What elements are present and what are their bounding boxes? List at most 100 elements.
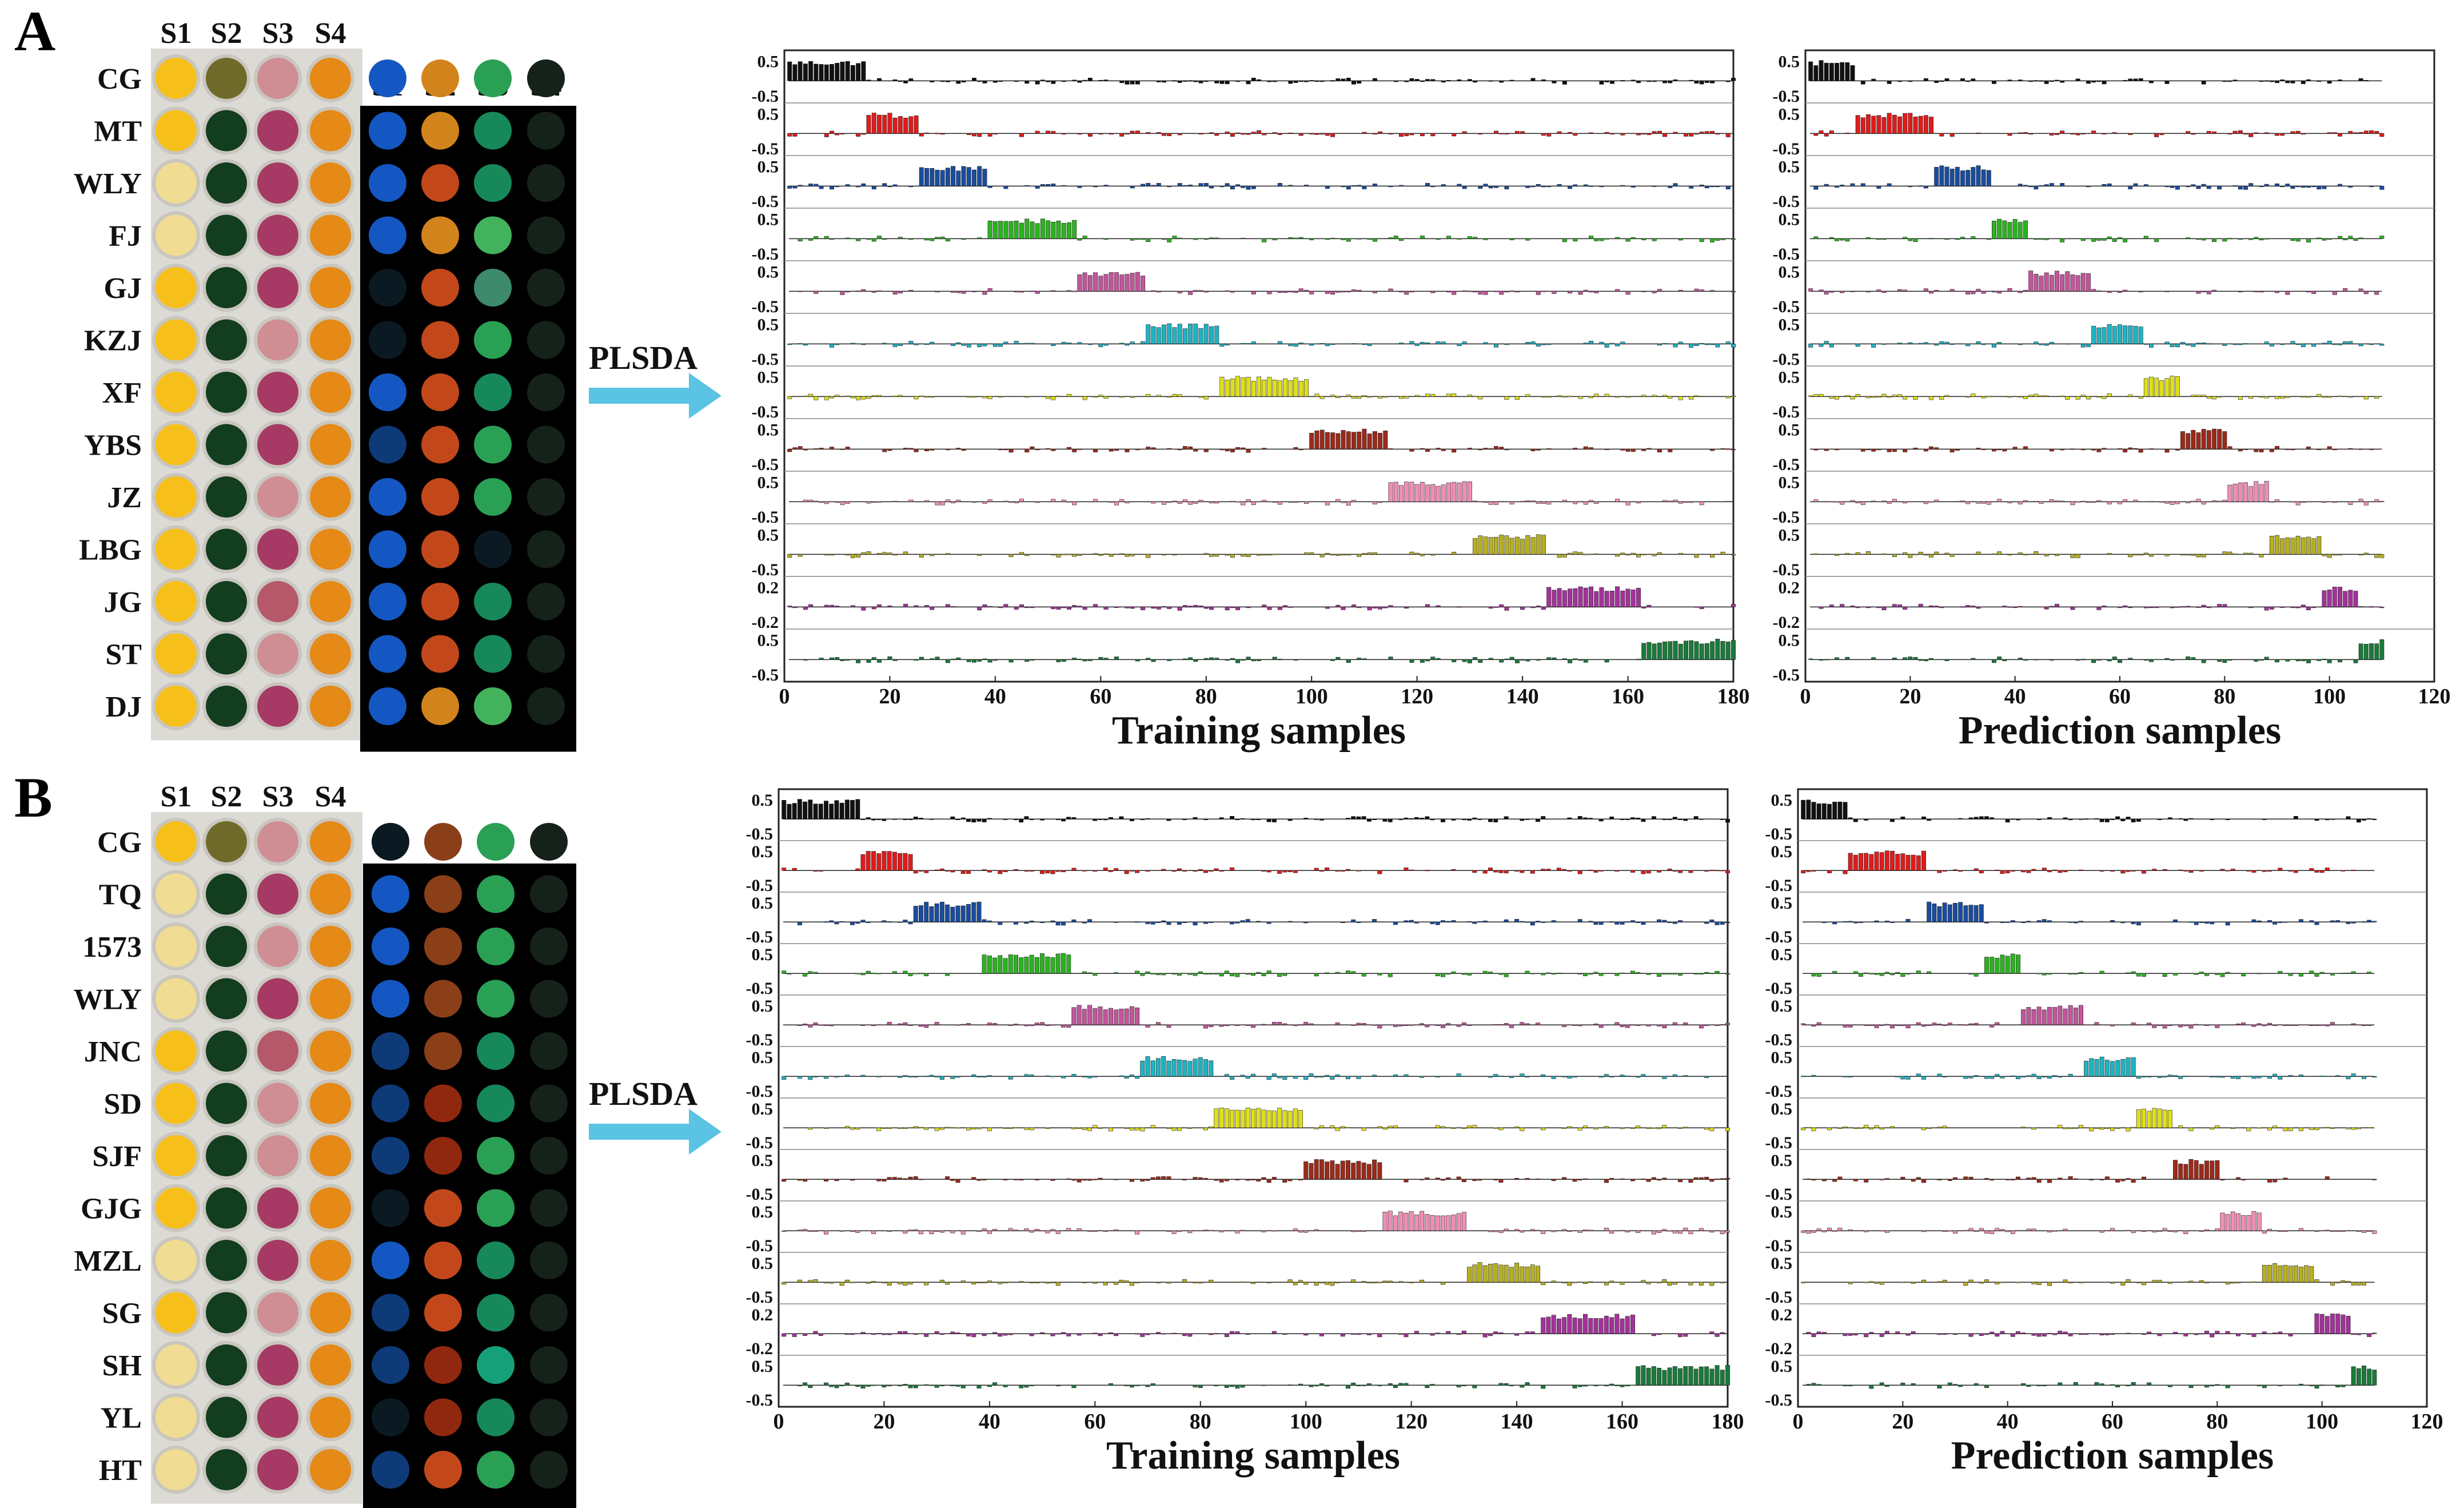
bar	[1061, 1332, 1066, 1334]
bar	[1710, 186, 1715, 188]
y-tick-label: 0.5	[757, 473, 779, 492]
bar	[956, 81, 961, 84]
bar	[987, 288, 992, 292]
bar	[2034, 80, 2039, 82]
bar	[1357, 396, 1362, 399]
bar	[2175, 186, 2180, 190]
bar	[1890, 850, 1895, 871]
bar	[971, 1282, 976, 1284]
bar	[1388, 973, 1393, 977]
bar	[1504, 658, 1509, 660]
y-tick-label: -0.5	[752, 666, 779, 685]
bar	[1457, 482, 1462, 502]
bar	[1462, 290, 1467, 292]
bar	[2314, 973, 2319, 977]
bar	[1019, 1384, 1024, 1388]
bar	[1929, 554, 1933, 558]
bar	[1314, 868, 1319, 871]
bar	[1346, 502, 1351, 506]
bar	[1498, 1024, 1504, 1026]
bar	[2314, 921, 2319, 925]
bar	[1731, 554, 1736, 556]
bar	[1514, 1229, 1520, 1231]
bar	[1995, 1282, 2000, 1284]
bar	[1636, 1230, 1641, 1233]
bar	[1140, 1061, 1145, 1077]
bar	[1346, 1076, 1350, 1080]
bar	[1319, 818, 1324, 821]
bar	[1456, 1176, 1461, 1180]
bar	[2206, 607, 2211, 608]
bar	[871, 502, 876, 503]
bar	[2243, 448, 2248, 450]
bar	[2327, 590, 2332, 607]
bar	[1589, 291, 1593, 293]
bar	[2070, 554, 2075, 558]
bar	[951, 658, 956, 660]
bar	[1562, 1317, 1567, 1334]
bar	[1488, 186, 1493, 189]
bar	[1482, 920, 1488, 922]
bar	[1177, 291, 1182, 293]
bar	[2031, 1073, 2036, 1077]
bar	[1483, 238, 1488, 240]
bar	[830, 554, 834, 556]
bar	[1589, 396, 1593, 399]
fluorescence-spot	[530, 1242, 568, 1279]
bar	[850, 921, 855, 925]
bar	[850, 605, 855, 607]
bar	[2128, 447, 2133, 449]
fluorescence-spot	[527, 216, 565, 254]
bar	[2049, 499, 2054, 502]
bar	[860, 1075, 866, 1077]
bar	[1288, 380, 1293, 397]
bar	[1040, 79, 1045, 81]
bar	[2201, 604, 2206, 607]
bar	[987, 1022, 992, 1025]
bar	[1850, 606, 1855, 607]
bar	[1462, 481, 1467, 502]
bar	[2060, 274, 2065, 292]
bar	[1246, 554, 1251, 558]
bar	[1404, 396, 1409, 399]
bar	[2295, 238, 2300, 242]
bar	[1367, 396, 1372, 398]
bar	[2073, 1178, 2078, 1180]
bar	[1019, 552, 1024, 555]
bar	[2147, 1076, 2152, 1077]
bar	[1235, 659, 1241, 663]
bar	[835, 502, 840, 503]
bar	[2188, 1280, 2194, 1283]
bar	[2210, 1384, 2215, 1387]
bar	[955, 1076, 960, 1078]
bar	[1177, 81, 1182, 83]
bar	[887, 656, 892, 660]
bar	[1293, 81, 1298, 83]
bar	[2042, 1384, 2047, 1386]
bar	[1156, 1332, 1161, 1334]
bar	[2256, 1023, 2262, 1025]
bar	[1198, 1384, 1203, 1388]
bar	[1029, 870, 1034, 872]
bar	[2222, 81, 2227, 82]
bar	[2115, 1384, 2120, 1387]
bar	[1456, 1333, 1461, 1335]
bar	[1330, 432, 1335, 449]
bar	[1509, 502, 1514, 504]
bar	[876, 973, 882, 974]
bar	[2256, 1384, 2262, 1386]
bar	[2293, 870, 2298, 873]
bar	[1325, 133, 1330, 136]
bar	[1699, 289, 1704, 292]
bar	[2225, 1282, 2230, 1284]
bar	[1869, 1127, 1874, 1130]
bar	[1351, 1163, 1356, 1180]
bar	[2133, 183, 2138, 186]
bar	[2351, 1023, 2356, 1025]
bar	[839, 802, 844, 819]
bar	[1167, 396, 1172, 398]
sample-well	[257, 476, 298, 518]
bar	[1662, 1279, 1667, 1283]
sample-well	[156, 873, 197, 915]
bar	[1161, 973, 1166, 976]
